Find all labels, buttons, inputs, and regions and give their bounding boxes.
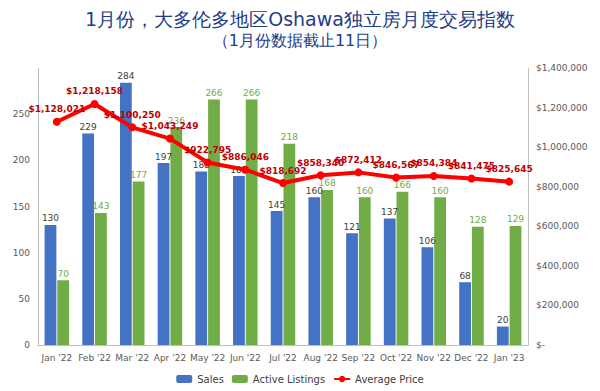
svg-text:$1,100,250: $1,100,250	[104, 110, 161, 120]
svg-text:$858,340: $858,340	[297, 157, 345, 168]
svg-text:100: 100	[13, 248, 30, 258]
svg-text:May '22: May '22	[190, 353, 225, 363]
svg-text:137: 137	[381, 207, 398, 217]
svg-text:130: 130	[42, 213, 59, 223]
svg-text:250: 250	[12, 109, 30, 120]
svg-text:Aug '22: Aug '22	[304, 353, 338, 363]
svg-text:Dec '22: Dec '22	[454, 353, 488, 363]
svg-text:Sales: Sales	[197, 374, 224, 385]
svg-text:145: 145	[268, 200, 285, 210]
svg-text:0: 0	[24, 340, 30, 350]
svg-text:Average Price: Average Price	[355, 374, 424, 385]
svg-text:Apr '22: Apr '22	[154, 353, 186, 363]
svg-text:160: 160	[432, 186, 449, 196]
svg-text:$1,128,021: $1,128,021	[28, 104, 85, 114]
svg-text:177: 177	[130, 170, 147, 180]
svg-text:$200,000: $200,000	[536, 300, 579, 310]
svg-text:266: 266	[205, 88, 222, 98]
svg-text:266: 266	[243, 88, 260, 98]
svg-text:$854,384: $854,384	[410, 158, 458, 169]
svg-text:Oct '22: Oct '22	[380, 353, 412, 363]
svg-text:$818,692: $818,692	[259, 165, 307, 176]
svg-text:166: 166	[394, 180, 411, 190]
svg-text:Jun '22: Jun '22	[229, 353, 261, 363]
svg-text:$1,200,000: $1,200,000	[536, 103, 588, 113]
svg-text:Jan '22: Jan '22	[41, 353, 73, 363]
svg-text:Sep '22: Sep '22	[342, 353, 376, 363]
svg-text:1月份，大多伦多地区Oshawa独立房月度交易指数: 1月份，大多伦多地区Oshawa独立房月度交易指数	[85, 8, 515, 30]
svg-text:70: 70	[57, 269, 69, 279]
svg-text:129: 129	[507, 214, 524, 224]
svg-text:$1,400,000: $1,400,000	[536, 63, 588, 73]
svg-text:200: 200	[13, 155, 30, 165]
svg-text:$1,043,249: $1,043,249	[141, 121, 198, 131]
svg-text:160: 160	[305, 185, 323, 196]
svg-text:168: 168	[318, 178, 335, 188]
svg-text:Feb '22: Feb '22	[78, 353, 111, 363]
svg-text:$800,000: $800,000	[536, 182, 579, 192]
svg-text:68: 68	[459, 271, 471, 281]
svg-text:188: 188	[192, 159, 210, 170]
svg-text:$841,475: $841,475	[447, 161, 496, 171]
svg-text:50: 50	[19, 294, 31, 304]
svg-text:106: 106	[419, 236, 436, 246]
svg-text:150: 150	[13, 202, 30, 212]
svg-text:$846,567: $846,567	[372, 160, 420, 170]
svg-text:$600,000: $600,000	[536, 221, 579, 231]
svg-text:$922,795: $922,795	[184, 144, 232, 155]
svg-text:$-: $-	[536, 340, 545, 350]
svg-text:$400,000: $400,000	[536, 261, 579, 271]
svg-text:128: 128	[469, 215, 486, 225]
svg-text:Nov '22: Nov '22	[417, 353, 451, 363]
svg-text:$886,046: $886,046	[222, 152, 269, 162]
svg-text:$1,218,158: $1,218,158	[66, 86, 123, 96]
svg-text:143: 143	[92, 201, 109, 211]
svg-text:121: 121	[343, 222, 360, 232]
svg-text:284: 284	[117, 71, 134, 81]
svg-text:197: 197	[155, 152, 172, 162]
svg-text:160: 160	[356, 186, 373, 196]
svg-text:20: 20	[497, 315, 509, 325]
svg-text:Jul '22: Jul '22	[268, 353, 297, 363]
svg-text:$825,645: $825,645	[486, 164, 533, 174]
svg-text:Jan '23: Jan '23	[493, 353, 525, 363]
svg-text:$1,000,000: $1,000,000	[536, 142, 588, 152]
svg-text:（1月份数据截止11日）: （1月份数据截止11日）	[213, 31, 388, 50]
svg-text:218: 218	[281, 132, 298, 142]
svg-text:$872,412: $872,412	[334, 154, 382, 165]
svg-text:229: 229	[80, 122, 97, 132]
svg-text:Active Listings: Active Listings	[253, 374, 325, 385]
svg-text:Mar '22: Mar '22	[115, 353, 149, 363]
